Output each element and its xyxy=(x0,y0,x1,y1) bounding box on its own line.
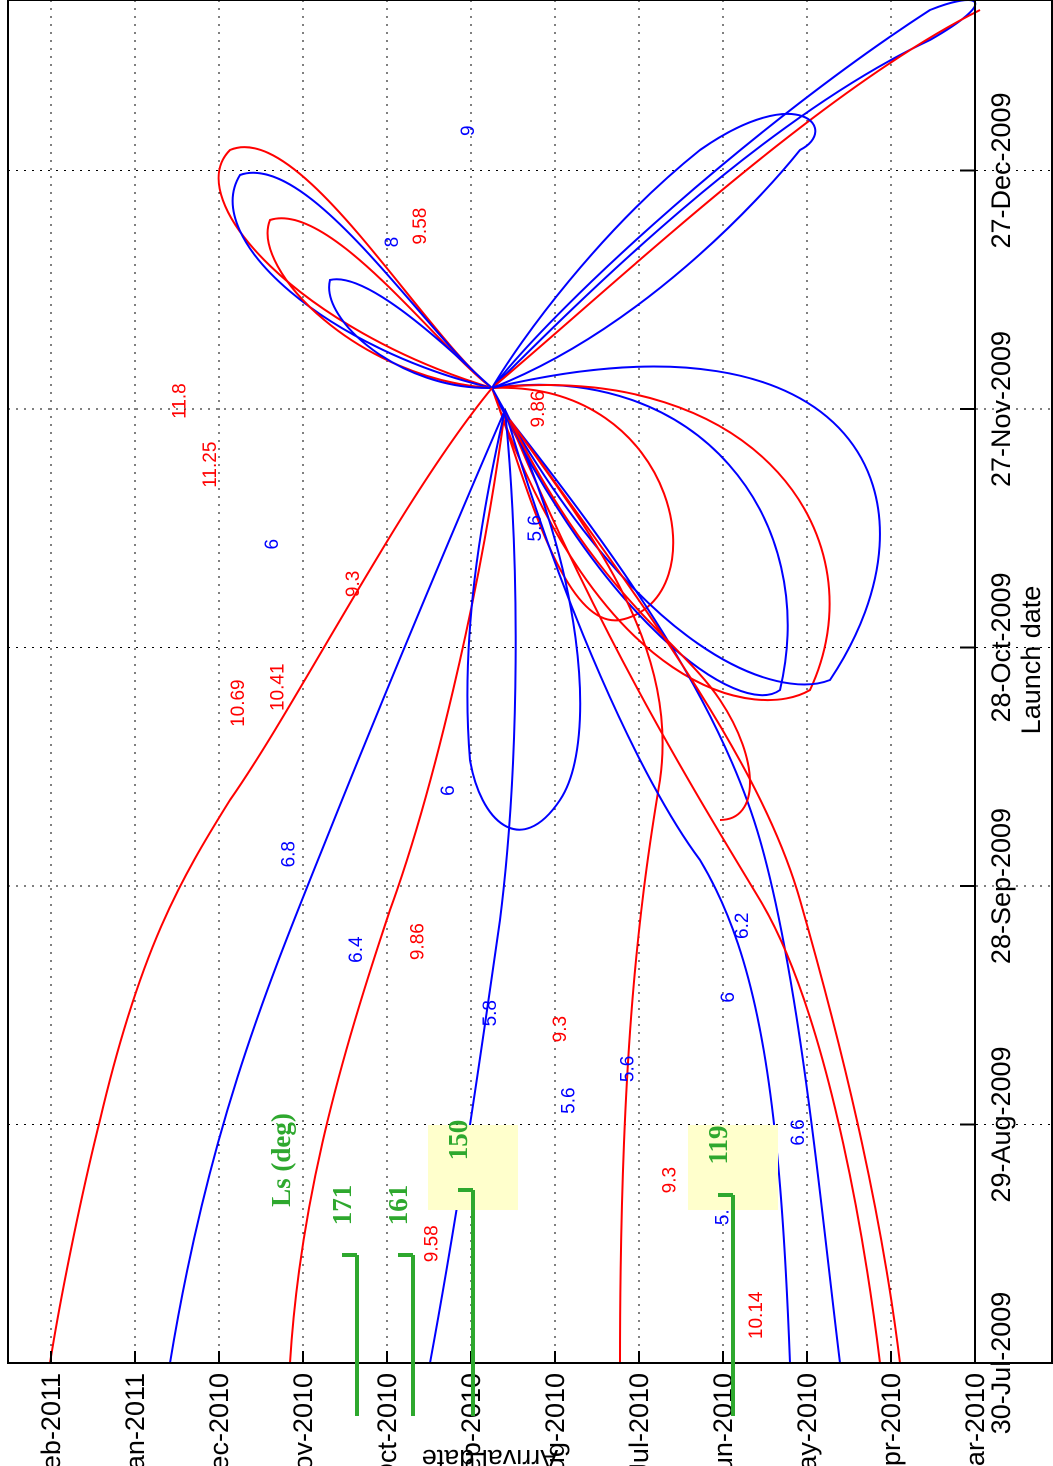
ls-marker-label: 119 xyxy=(703,1125,733,1164)
blue-contour-line xyxy=(328,278,493,390)
y-tick-label: 15-Dec-2010 xyxy=(204,1373,234,1466)
red-contour-label: 9.86 xyxy=(528,391,549,428)
blue-contour-label: 6.6 xyxy=(788,1119,809,1145)
red-contour-label: 9.58 xyxy=(421,1225,442,1262)
ls-marker-label: 150 xyxy=(443,1120,473,1161)
red-contour-line xyxy=(266,217,493,389)
red-contour-label: 11.25 xyxy=(200,442,221,488)
blue-contour-label: 5.8 xyxy=(480,1000,501,1026)
x-tick-label: 29-Aug-2009 xyxy=(986,1046,1016,1202)
y-tick-label: 18-Jul-2010 xyxy=(624,1373,654,1466)
red-contour-label: 10.69 xyxy=(228,679,249,727)
blue-contour-label: 6 xyxy=(262,539,283,550)
ls-annotation: Ls (deg) 171 161 150 119 xyxy=(266,1113,778,1416)
red-contour-line xyxy=(509,419,901,1364)
blue-contour-label: 8 xyxy=(382,237,403,248)
grid xyxy=(8,0,1053,1363)
blue-contour-label: 6 xyxy=(438,785,459,796)
y-tick-label: 17-Aug-2010 xyxy=(540,1373,570,1466)
red-contour-label: 9.86 xyxy=(407,923,428,960)
blue-contour-line xyxy=(231,171,493,389)
red-contour-line xyxy=(504,409,881,1364)
ls-marker-label: 171 xyxy=(327,1185,357,1226)
x-tick-label: 28-Sep-2009 xyxy=(986,808,1016,964)
red-contour-label: 10.41 xyxy=(267,663,288,711)
red-contour-label: 9.58 xyxy=(410,208,431,245)
plot-frame xyxy=(7,0,1053,1364)
blue-contour-line xyxy=(504,409,791,1364)
red-contour-label: 10.14 xyxy=(746,1291,767,1339)
y-axis-label: Arrival date xyxy=(422,1444,559,1466)
y-tick-label: 15-Nov-2010 xyxy=(288,1373,318,1466)
y-tick-label: 19-Apr-2010 xyxy=(876,1373,906,1466)
blue-contour-label: 6 xyxy=(718,992,739,1003)
contour-labels: 5.65.65.85.8666.26.46.66.85.66899.39.39.… xyxy=(169,125,809,1339)
blue-contour-label: 6.8 xyxy=(279,841,300,867)
y-tick-label: 19-May-2010 xyxy=(792,1373,822,1466)
red-contour-line xyxy=(289,409,506,1364)
blue-contour-label: 6.4 xyxy=(346,936,367,963)
red-contour-line xyxy=(491,384,831,702)
x-axis-label: Launch date xyxy=(1016,586,1046,735)
blue-contour-line xyxy=(491,383,789,697)
blue-contour-label: 9 xyxy=(458,125,479,136)
blue-contour-line xyxy=(491,0,977,389)
contour-lines xyxy=(49,0,981,1364)
axes: 30-Jul-2009 29-Aug-2009 28-Sep-2009 28-Oct-… xyxy=(7,0,1053,1466)
red-contour-label: 9.3 xyxy=(659,1167,680,1193)
red-contour-label: 9.3 xyxy=(550,1016,571,1042)
blue-contour-line xyxy=(169,409,506,1364)
y-tick-label: 20-Mar-2010 xyxy=(960,1373,990,1466)
blue-contour-line xyxy=(491,112,817,389)
red-contour-line xyxy=(491,9,981,389)
blue-contour-line xyxy=(429,409,517,1364)
red-contour-label: 9.3 xyxy=(343,571,364,597)
blue-contour-label: 6.2 xyxy=(732,913,753,939)
red-contour-line xyxy=(49,387,493,1364)
red-contour-line xyxy=(217,146,493,389)
blue-contour-label: 5.6 xyxy=(559,1087,580,1113)
y-tick-label: 13-Feb-2011 xyxy=(36,1373,66,1466)
y-tick-label: 16-Oct-2010 xyxy=(372,1373,402,1466)
blue-contour-label: 5.6 xyxy=(525,515,546,541)
red-contour-label: 11.8 xyxy=(169,383,190,419)
x-tick-label: 27-Dec-2009 xyxy=(986,92,1016,248)
ls-marker-label: 161 xyxy=(383,1185,413,1226)
red-contour-line xyxy=(509,419,751,821)
blue-contour-line xyxy=(509,419,841,1364)
red-contour-line xyxy=(491,386,675,622)
red-contour-line xyxy=(509,419,664,1364)
x-tick-label: 27-Nov-2009 xyxy=(986,331,1016,487)
blue-contour-label: 5.6 xyxy=(617,1056,638,1082)
x-tick-label: 28-Oct-2009 xyxy=(986,572,1016,722)
blue-contour-line xyxy=(491,365,881,686)
ls-title: Ls (deg) xyxy=(266,1113,296,1207)
x-tick-label: 30-Jul-2009 xyxy=(986,1292,1016,1435)
y-tick-label: 14-Jan-2011 xyxy=(120,1373,150,1466)
blue-contour-line xyxy=(466,409,582,831)
